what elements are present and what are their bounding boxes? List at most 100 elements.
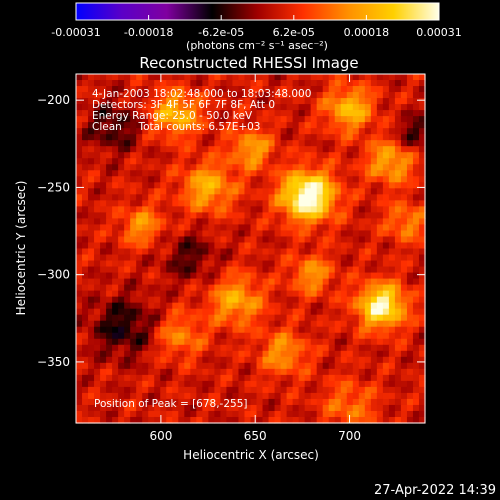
heatmap-cell: [124, 230, 131, 238]
heatmap-cell: [154, 398, 161, 406]
heatmap-cell: [238, 350, 246, 358]
heatmap-cell: [304, 182, 312, 189]
heatmap-cell: [274, 104, 282, 111]
heatmap-cell: [100, 368, 107, 376]
heatmap-cell: [346, 92, 354, 99]
heatmap-cell: [76, 122, 83, 129]
heatmap-cell: [88, 254, 95, 262]
heatmap-cell: [304, 392, 312, 400]
heatmap-cell: [100, 416, 107, 424]
heatmap-cell: [190, 302, 197, 310]
heatmap-cell: [208, 416, 215, 424]
heatmap-cell: [376, 386, 384, 394]
heatmap-cell: [166, 122, 173, 129]
heatmap-cell: [346, 302, 354, 310]
heatmap-cell: [394, 170, 402, 177]
heatmap-cell: [190, 290, 197, 298]
heatmap-cell: [124, 338, 131, 346]
heatmap-cell: [310, 278, 318, 286]
heatmap-cell: [100, 314, 107, 322]
heatmap-cell: [82, 194, 89, 201]
heatmap-cell: [244, 164, 252, 171]
heatmap-cell: [262, 368, 270, 376]
heatmap-cell: [406, 218, 414, 226]
heatmap-cell: [394, 260, 402, 268]
heatmap-cell: [148, 248, 155, 256]
heatmap-cell: [142, 158, 149, 165]
heatmap-cell: [382, 92, 390, 99]
heatmap-cell: [334, 86, 342, 93]
heatmap-cell: [250, 116, 258, 123]
heatmap-cell: [190, 314, 197, 322]
heatmap-cell: [274, 362, 282, 370]
heatmap-cell: [418, 260, 426, 268]
heatmap-cell: [262, 272, 270, 280]
heatmap-cell: [232, 332, 240, 340]
heatmap-cell: [376, 200, 384, 207]
heatmap-cell: [142, 140, 149, 147]
heatmap-cell: [172, 242, 179, 250]
heatmap-cell: [190, 80, 197, 87]
heatmap-cell: [238, 110, 246, 117]
heatmap-cell: [202, 350, 209, 358]
heatmap-cell: [370, 152, 378, 159]
heatmap-cell: [118, 146, 125, 153]
heatmap-cell: [418, 308, 426, 316]
heatmap-cell: [130, 242, 137, 250]
heatmap-cell: [412, 260, 420, 268]
heatmap-cell: [388, 134, 396, 141]
heatmap-cell: [220, 224, 228, 232]
heatmap-cell: [286, 122, 294, 129]
heatmap-cell: [268, 350, 276, 358]
heatmap-cell: [388, 104, 396, 111]
heatmap-cell: [226, 206, 234, 213]
heatmap-cell: [184, 416, 191, 424]
heatmap-cell: [166, 98, 173, 105]
heatmap-cell: [148, 410, 155, 418]
heatmap-cell: [172, 176, 179, 183]
heatmap-cell: [280, 410, 288, 418]
heatmap-cell: [292, 86, 300, 93]
heatmap-cell: [280, 74, 288, 81]
heatmap-cell: [268, 266, 276, 274]
heatmap-cell: [184, 200, 191, 207]
heatmap-cell: [268, 242, 276, 250]
heatmap-cell: [142, 302, 149, 310]
heatmap-cell: [178, 290, 185, 298]
heatmap-cell: [244, 128, 252, 135]
heatmap-cell: [184, 398, 191, 406]
heatmap-cell: [322, 386, 330, 394]
heatmap-cell: [274, 188, 282, 195]
heatmap-cell: [166, 410, 173, 418]
heatmap-cell: [394, 92, 402, 99]
heatmap-cell: [370, 380, 378, 388]
heatmap-cell: [328, 92, 336, 99]
heatmap-cell: [160, 98, 167, 105]
heatmap-cell: [418, 362, 426, 370]
heatmap-cell: [106, 380, 113, 388]
heatmap-cell: [280, 230, 288, 238]
heatmap-cell: [154, 278, 161, 286]
heatmap-cell: [112, 254, 119, 262]
heatmap-cell: [226, 194, 234, 201]
heatmap-cell: [382, 218, 390, 226]
heatmap-cell: [394, 356, 402, 364]
heatmap-cell: [106, 200, 113, 207]
heatmap-cell: [352, 146, 360, 153]
heatmap-cell: [268, 140, 276, 147]
heatmap-cell: [220, 260, 228, 268]
heatmap-cell: [346, 212, 354, 220]
heatmap-cell: [148, 266, 155, 274]
heatmap-cell: [316, 80, 324, 87]
heatmap-cell: [184, 128, 191, 135]
heatmap-cell: [346, 152, 354, 159]
heatmap-cell: [394, 182, 402, 189]
heatmap-cell: [226, 386, 234, 394]
heatmap-cell: [88, 368, 95, 376]
heatmap-cell: [82, 290, 89, 298]
heatmap-cell: [130, 74, 137, 81]
heatmap-cell: [76, 374, 83, 382]
heatmap-cell: [250, 362, 258, 370]
heatmap-cell: [190, 296, 197, 304]
heatmap-cell: [100, 344, 107, 352]
